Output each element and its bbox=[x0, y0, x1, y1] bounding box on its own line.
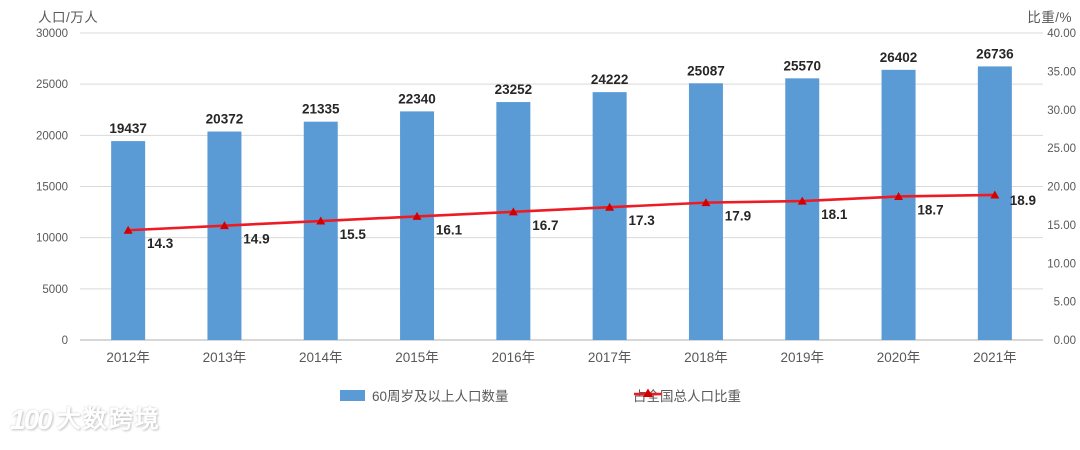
legend-item-bar-series: 60周岁及以上人口数量 bbox=[340, 386, 509, 404]
left-axis-tick: 10000 bbox=[36, 233, 68, 245]
x-axis-category-label: 2012年 bbox=[106, 350, 150, 365]
line-value-label: 15.5 bbox=[340, 227, 367, 242]
right-axis-tick: 40.00 bbox=[1047, 28, 1076, 40]
triangle-marker-icon bbox=[316, 216, 326, 225]
bar-2019年 bbox=[785, 78, 820, 340]
right-axis-tick: 35.00 bbox=[1047, 66, 1076, 78]
bar-value-label: 19437 bbox=[109, 121, 147, 136]
left-axis-tick: 25000 bbox=[36, 79, 68, 91]
right-axis-tick: 0.00 bbox=[1054, 335, 1076, 347]
line-value-label: 14.9 bbox=[243, 232, 269, 247]
left-axis-tick: 5000 bbox=[42, 284, 68, 296]
bar-value-label: 22340 bbox=[398, 91, 436, 106]
bar-value-label: 23252 bbox=[495, 82, 533, 97]
legend-label-bar-series: 60周岁及以上人口数量 bbox=[372, 389, 509, 404]
triangle-marker-icon bbox=[123, 225, 133, 234]
bar-2015年 bbox=[400, 111, 435, 341]
line-series-swatch-icon bbox=[634, 388, 662, 397]
triangle-marker-icon bbox=[219, 221, 229, 230]
bar-value-label: 26736 bbox=[976, 46, 1014, 61]
triangle-marker-icon bbox=[701, 198, 711, 207]
line-value-label: 18.9 bbox=[1010, 193, 1036, 208]
watermark: 100 大数跨境 bbox=[10, 406, 161, 434]
left-axis-tick: 30000 bbox=[36, 28, 68, 40]
bar-2021年 bbox=[977, 66, 1012, 340]
bar-value-label: 25570 bbox=[783, 58, 821, 73]
x-axis-category-label: 2018年 bbox=[684, 350, 728, 365]
watermark-brand-text: 大数跨境 bbox=[56, 406, 161, 433]
x-axis-category-label: 2019年 bbox=[780, 350, 824, 365]
right-axis-tick: 20.00 bbox=[1047, 182, 1076, 194]
left-axis-title: 人口/万人 bbox=[38, 10, 99, 25]
line-value-label: 18.1 bbox=[821, 207, 848, 222]
legend-label-line-series: 占全国总人口比重 bbox=[633, 389, 741, 404]
left-axis-tick: 15000 bbox=[36, 182, 68, 194]
bar-value-label: 26402 bbox=[880, 50, 918, 65]
x-axis-category-label: 2014年 bbox=[299, 350, 343, 365]
bar-2018年 bbox=[688, 83, 723, 340]
line-value-label: 18.7 bbox=[917, 202, 943, 217]
bar-2014年 bbox=[303, 121, 338, 340]
bar-2020年 bbox=[881, 69, 916, 341]
line-value-label: 17.3 bbox=[629, 213, 656, 228]
bar-series-swatch-icon bbox=[340, 389, 365, 401]
bar-value-label: 21335 bbox=[302, 102, 340, 117]
triangle-marker-icon bbox=[797, 196, 807, 205]
legend-item-line-series: 占全国总人口比重 bbox=[633, 386, 741, 404]
right-axis-tick: 15.00 bbox=[1047, 220, 1076, 232]
right-axis-title: 比重/% bbox=[1027, 10, 1072, 25]
x-axis-category-label: 2017年 bbox=[588, 350, 632, 365]
line-value-label: 14.3 bbox=[147, 236, 174, 251]
triangle-marker-icon bbox=[605, 202, 615, 211]
right-axis-tick: 25.00 bbox=[1047, 143, 1076, 155]
bar-value-label: 25087 bbox=[687, 63, 725, 78]
bar-2012年 bbox=[111, 141, 146, 340]
bar-value-label: 24222 bbox=[591, 72, 629, 87]
right-axis-tick: 10.00 bbox=[1047, 258, 1076, 270]
x-axis-category-label: 2020年 bbox=[877, 350, 921, 365]
bar-value-label: 20372 bbox=[206, 112, 244, 127]
triangle-marker-icon bbox=[990, 190, 1000, 199]
bar-2013年 bbox=[207, 131, 242, 340]
x-axis-category-label: 2021年 bbox=[973, 350, 1017, 365]
right-axis-tick: 5.00 bbox=[1054, 297, 1076, 309]
line-value-label: 17.9 bbox=[725, 209, 751, 224]
x-axis-category-label: 2016年 bbox=[492, 350, 536, 365]
x-axis-category-label: 2013年 bbox=[203, 350, 247, 365]
chart-legend: 60周岁及以上人口数量 占全国总人口比重 bbox=[0, 386, 1080, 404]
ratio-line bbox=[128, 193, 995, 232]
left-axis-tick: 20000 bbox=[36, 130, 68, 142]
line-value-label: 16.7 bbox=[532, 218, 558, 233]
triangle-marker-icon bbox=[412, 211, 422, 220]
line-value-label: 16.1 bbox=[436, 222, 463, 237]
left-axis-tick: 0 bbox=[62, 335, 68, 347]
watermark-logo-icon: 100 bbox=[10, 404, 53, 435]
triangle-marker-icon bbox=[894, 191, 904, 200]
bar-2016年 bbox=[496, 102, 531, 340]
x-axis-category-label: 2015年 bbox=[395, 350, 439, 365]
triangle-marker-icon bbox=[508, 207, 518, 216]
bar-2017年 bbox=[592, 92, 627, 340]
right-axis-tick: 30.00 bbox=[1047, 105, 1076, 117]
